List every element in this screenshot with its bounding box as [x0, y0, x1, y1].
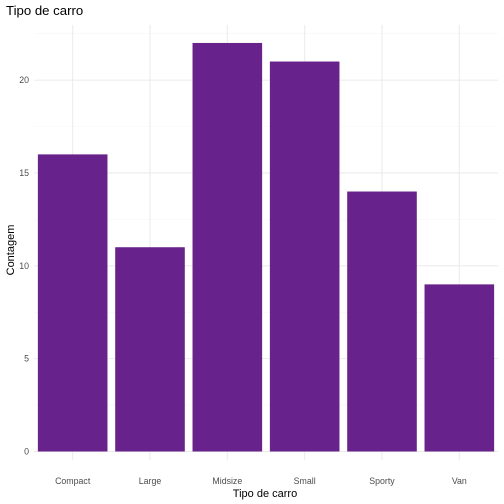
bar-midsize — [192, 42, 263, 452]
x-tick-label: Small — [294, 476, 316, 486]
y-tick-label: 5 — [24, 354, 29, 364]
y-tick-label: 10 — [19, 261, 29, 271]
y-axis-ticks: 0 5 10 15 20 — [19, 75, 29, 456]
y-axis-title: Contagem — [5, 225, 17, 276]
y-tick-label: 15 — [19, 168, 29, 178]
x-tick-label: Large — [139, 476, 162, 486]
x-tick-label: Van — [452, 476, 467, 486]
x-tick-label: Compact — [55, 476, 91, 486]
x-axis-ticks: Compact Large Midsize Small Sporty Van — [55, 476, 467, 486]
y-tick-label: 20 — [19, 75, 29, 85]
bars — [37, 42, 495, 452]
chart-title: Tipo de carro — [6, 3, 83, 18]
bar-sporty — [347, 191, 417, 452]
bar-compact — [37, 154, 108, 452]
x-axis-title: Tipo de carro — [233, 488, 297, 500]
x-tick-label: Sporty — [369, 476, 395, 486]
bar-small — [269, 61, 340, 452]
bar-van — [424, 284, 495, 452]
x-tick-label: Midsize — [212, 476, 242, 486]
y-tick-label: 0 — [24, 447, 29, 457]
bar-large — [115, 247, 185, 452]
